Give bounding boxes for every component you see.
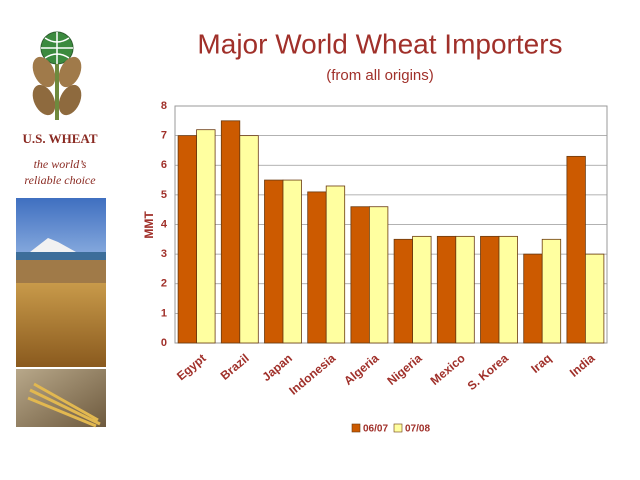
x-tick-label: Mexico (428, 351, 468, 388)
y-tick-label: 3 (161, 248, 167, 260)
bar (239, 135, 259, 344)
bar (350, 206, 370, 344)
x-tick-label: Iraq (528, 351, 554, 376)
bar (436, 235, 457, 344)
chart-title: Major World Wheat Importers (197, 28, 562, 59)
tagline: the world’s (34, 157, 87, 171)
wheat-field-photo (16, 283, 106, 367)
bar (196, 129, 216, 344)
legend-swatch (351, 423, 361, 433)
y-tick-label: 7 (161, 130, 167, 142)
brand-name: U.S. WHEAT (22, 131, 97, 146)
bar (393, 238, 414, 344)
y-tick-label: 4 (161, 218, 168, 230)
landscape-photo (16, 198, 106, 283)
bar (264, 179, 284, 344)
x-tick-label: Brazil (218, 351, 252, 383)
bar (177, 135, 198, 344)
y-tick-label: 8 (161, 100, 167, 112)
y-tick-label: 0 (161, 337, 167, 349)
chart-subtitle: (from all origins) (326, 67, 434, 84)
bar (566, 155, 586, 344)
y-tick-label: 6 (161, 159, 167, 171)
bar (307, 191, 327, 344)
x-tick-label: Nigeria (384, 351, 424, 388)
x-tick-label: India (567, 351, 598, 380)
bar (220, 120, 241, 344)
x-tick-label: Japan (259, 351, 295, 384)
logo (32, 31, 82, 120)
bar (498, 235, 518, 344)
x-tick-label: S. Korea (465, 351, 512, 393)
bar (455, 235, 475, 344)
x-tick-label: Indonesia (286, 351, 338, 398)
bar (541, 238, 562, 344)
y-axis-label: MMT (142, 211, 156, 239)
y-tick-label: 2 (161, 278, 167, 290)
x-tick-label: Algeria (341, 351, 381, 388)
tagline: reliable choice (24, 173, 96, 187)
bar (282, 179, 302, 344)
legend-label: 06/07 (363, 424, 388, 435)
legend-label: 07/08 (405, 424, 430, 435)
legend-swatch (393, 423, 403, 433)
wheat-sheaf-photo (16, 369, 106, 428)
bar (325, 185, 346, 344)
bar (480, 235, 500, 344)
y-tick-label: 5 (161, 189, 167, 201)
bar (412, 235, 432, 344)
x-tick-label: Egypt (174, 351, 209, 383)
bar (523, 253, 543, 344)
bar (585, 253, 605, 344)
bar (368, 206, 389, 344)
y-tick-label: 1 (161, 307, 167, 319)
